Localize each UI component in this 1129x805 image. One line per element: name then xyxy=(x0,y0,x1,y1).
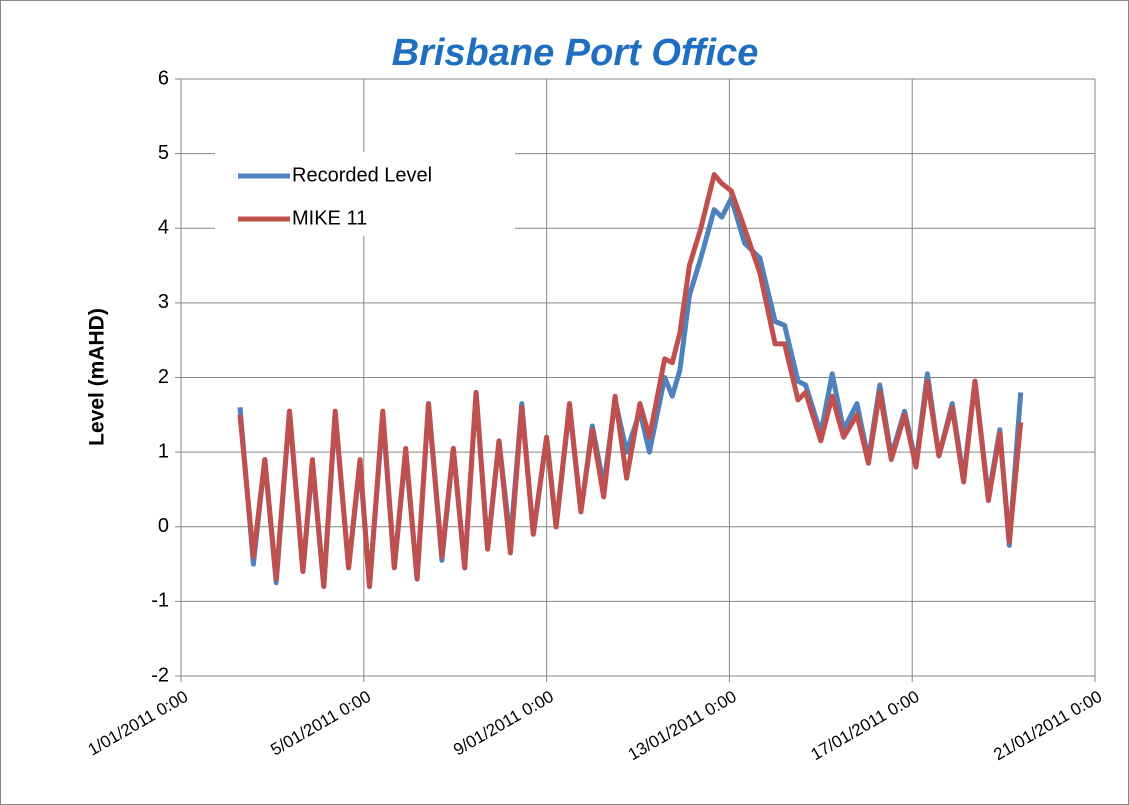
series-line xyxy=(237,172,1024,589)
y-tick-label: 1 xyxy=(158,440,169,462)
y-axis-label: Level (mAHD) xyxy=(86,308,109,446)
plot-lines xyxy=(237,172,1024,589)
legend-label: MIKE 11 xyxy=(292,207,367,229)
y-tick-label: 2 xyxy=(158,366,169,388)
legend-box xyxy=(215,152,515,236)
y-tick-label: 6 xyxy=(158,67,169,89)
chart-title: Brisbane Port Office xyxy=(392,32,759,74)
y-tick-label: 3 xyxy=(158,291,169,313)
y-tick-label: 4 xyxy=(158,217,169,239)
y-tick-label: 5 xyxy=(158,142,169,164)
grid xyxy=(175,78,1096,682)
y-tick-label: -1 xyxy=(151,590,169,612)
legend-label: Recorded Level xyxy=(292,164,432,186)
y-tick-label: -2 xyxy=(151,664,169,686)
y-tick-label: 0 xyxy=(158,515,169,537)
legend: Recorded Level MIKE 11 xyxy=(215,152,515,236)
